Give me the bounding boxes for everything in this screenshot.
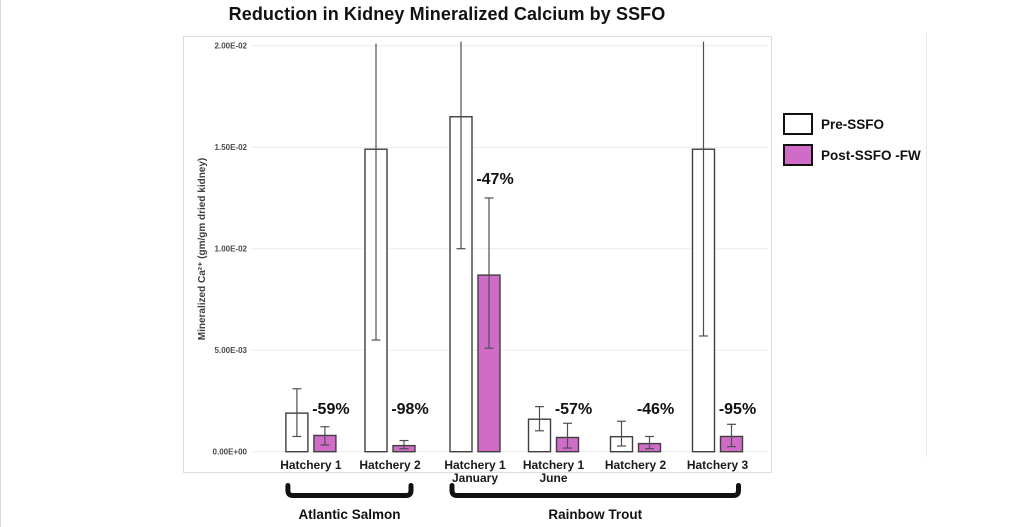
pct-change-label: -47% (476, 171, 513, 188)
chart-legend: Pre-SSFO Post-SSFO -FW (783, 113, 921, 166)
category-label: Hatchery 1 (523, 458, 585, 472)
category-label: Hatchery 1 (444, 458, 506, 472)
ytick-label: 1.50E-02 (215, 143, 248, 152)
ytick-label: 5.00E-03 (215, 346, 248, 355)
canvas-left-edge (0, 0, 1, 527)
species-bracket (449, 483, 741, 498)
category-sublabel: January (452, 471, 498, 485)
category-label: Hatchery 2 (359, 458, 421, 472)
pct-change-label: -59% (312, 401, 349, 418)
pct-change-label: -46% (637, 401, 674, 418)
species-bracket (285, 483, 414, 498)
category-sublabel: June (539, 471, 567, 485)
category-label: Hatchery 3 (687, 458, 749, 472)
legend-label: Pre-SSFO (821, 116, 885, 132)
ytick-label: 2.00E-02 (215, 42, 248, 51)
chart-title: Reduction in Kidney Mineralized Calcium … (228, 4, 666, 24)
species-label: Atlantic Salmon (298, 507, 400, 522)
pre-ssfo-swatch (783, 113, 813, 135)
legend-item-pre-ssfo: Pre-SSFO (783, 113, 921, 135)
pct-change-label: -57% (555, 401, 592, 418)
figure-right-edge (926, 33, 927, 457)
legend-label: Post-SSFO -FW (821, 147, 921, 163)
legend-item-post-ssfo: Post-SSFO -FW (783, 144, 921, 166)
pct-change-label: -95% (719, 401, 756, 418)
pct-change-label: -98% (391, 401, 428, 418)
bar-chart: 0.00E+00 5.00E-03 1.00E-02 1.50E-02 2.00E-02… (183, 36, 772, 522)
ytick-label: 1.00E-02 (215, 245, 248, 254)
post-ssfo-swatch (783, 144, 813, 166)
category-label: Hatchery 2 (605, 458, 667, 472)
ytick-label: 0.00E+00 (213, 448, 248, 457)
species-label: Rainbow Trout (548, 507, 642, 522)
y-axis-title: Mineralized Ca²⁺ (gm/gm dried kidney) (197, 158, 208, 341)
category-label: Hatchery 1 (280, 458, 342, 472)
